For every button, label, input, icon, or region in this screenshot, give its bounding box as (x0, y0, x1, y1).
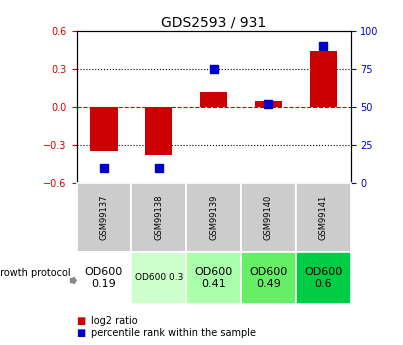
Text: GSM99139: GSM99139 (209, 195, 218, 240)
Text: ■: ■ (77, 328, 86, 338)
Point (210, 66, 217, 72)
Point (320, 43, 326, 49)
Text: ■: ■ (77, 316, 86, 326)
Text: GSM99140: GSM99140 (264, 195, 273, 240)
Text: log2 ratio: log2 ratio (91, 316, 137, 326)
Bar (255, 101, 282, 107)
Text: OD600 0.3: OD600 0.3 (135, 273, 183, 282)
Text: growth protocol: growth protocol (0, 268, 71, 277)
Text: GSM99138: GSM99138 (154, 195, 163, 240)
Point (156, 165, 162, 170)
Text: GSM99141: GSM99141 (319, 195, 328, 240)
Bar (90, 107, 118, 151)
Bar (310, 51, 337, 107)
Text: OD600
0.6: OD600 0.6 (304, 267, 342, 288)
Bar (200, 92, 227, 107)
Text: OD600
0.41: OD600 0.41 (195, 267, 233, 288)
Text: GSM99137: GSM99137 (100, 195, 108, 240)
Text: OD600
0.19: OD600 0.19 (85, 267, 123, 288)
Text: percentile rank within the sample: percentile rank within the sample (91, 328, 256, 338)
Point (265, 101, 272, 107)
Bar (145, 107, 172, 155)
Text: OD600
0.49: OD600 0.49 (249, 267, 287, 288)
Point (101, 165, 107, 170)
Title: GDS2593 / 931: GDS2593 / 931 (161, 16, 266, 30)
